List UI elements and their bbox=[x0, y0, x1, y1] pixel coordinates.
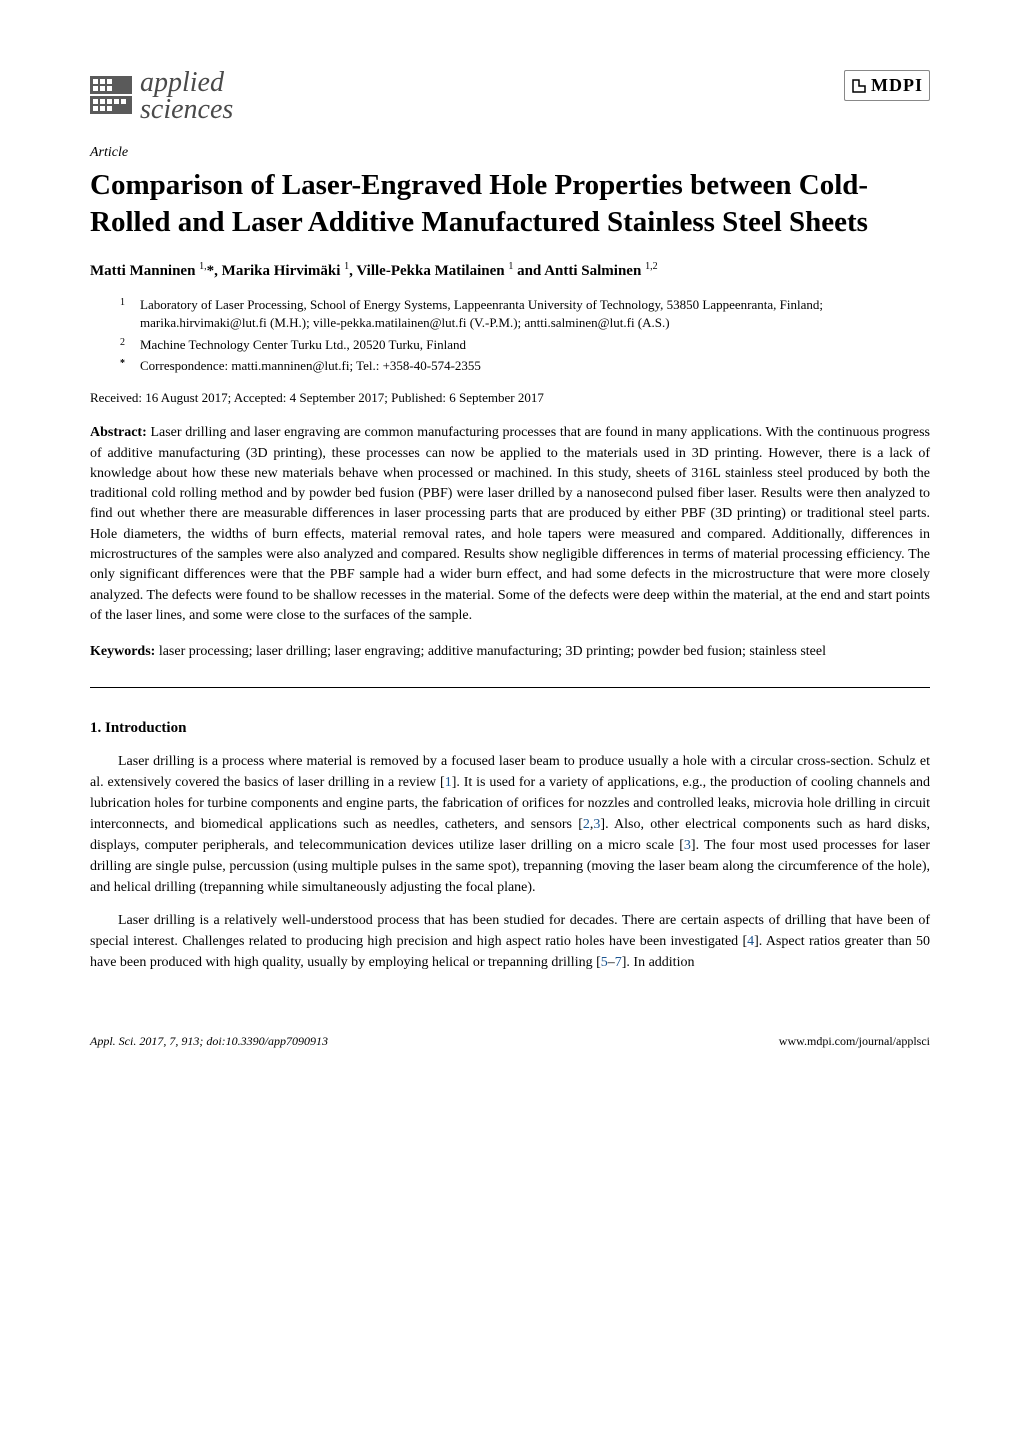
affil-num: 1 bbox=[120, 297, 125, 308]
affiliation-row: * Correspondence: matti.manninen@lut.fi;… bbox=[120, 357, 930, 375]
abstract-text: Laser drilling and laser engraving are c… bbox=[90, 425, 930, 623]
separator bbox=[90, 687, 930, 688]
keywords-text: laser processing; laser drilling; laser … bbox=[155, 644, 826, 659]
publisher-name: MDPI bbox=[871, 73, 923, 98]
keywords: Keywords: laser processing; laser drilli… bbox=[90, 642, 930, 662]
affil-num: * bbox=[120, 358, 125, 369]
publication-dates: Received: 16 August 2017; Accepted: 4 Se… bbox=[90, 389, 930, 407]
authors: Matti Manninen 1,*, Marika Hirvimäki 1, … bbox=[90, 260, 930, 282]
affil-text: Correspondence: matti.manninen@lut.fi; T… bbox=[140, 357, 930, 375]
abstract: Abstract: Laser drilling and laser engra… bbox=[90, 423, 930, 626]
article-type: Article bbox=[90, 143, 930, 163]
affil-num: 2 bbox=[120, 337, 125, 348]
journal-name-line1: applied bbox=[140, 70, 233, 97]
mdpi-icon bbox=[851, 78, 867, 94]
reference-link[interactable]: 5 bbox=[601, 955, 608, 970]
publisher-logo: MDPI bbox=[844, 70, 930, 101]
header-row: applied sciences MDPI bbox=[90, 70, 930, 123]
affiliation-row: 1 Laboratory of Laser Processing, School… bbox=[120, 296, 930, 332]
journal-name-line2: sciences bbox=[140, 97, 233, 124]
journal-logo: applied sciences bbox=[90, 70, 233, 123]
reference-link[interactable]: 2 bbox=[583, 817, 590, 832]
affiliation-row: 2 Machine Technology Center Turku Ltd., … bbox=[120, 336, 930, 354]
reference-link[interactable]: 7 bbox=[615, 955, 622, 970]
reference-link[interactable]: 4 bbox=[747, 934, 754, 949]
keywords-label: Keywords: bbox=[90, 644, 155, 659]
affiliations: 1 Laboratory of Laser Processing, School… bbox=[120, 296, 930, 375]
journal-logo-icon bbox=[90, 76, 132, 118]
footer: Appl. Sci. 2017, 7, 913; doi:10.3390/app… bbox=[90, 1033, 930, 1050]
body-paragraph: Laser drilling is a process where materi… bbox=[90, 751, 930, 898]
body-paragraph: Laser drilling is a relatively well-unde… bbox=[90, 910, 930, 973]
footer-url: www.mdpi.com/journal/applsci bbox=[779, 1033, 930, 1050]
affil-text: Laboratory of Laser Processing, School o… bbox=[140, 296, 930, 332]
reference-link[interactable]: 3 bbox=[684, 838, 691, 853]
article-title: Comparison of Laser-Engraved Hole Proper… bbox=[90, 167, 930, 242]
abstract-label: Abstract: bbox=[90, 425, 147, 440]
section-heading: 1. Introduction bbox=[90, 718, 930, 739]
reference-link[interactable]: 3 bbox=[593, 817, 600, 832]
journal-name: applied sciences bbox=[140, 70, 233, 123]
affil-text: Machine Technology Center Turku Ltd., 20… bbox=[140, 336, 930, 354]
footer-citation: Appl. Sci. 2017, 7, 913; doi:10.3390/app… bbox=[90, 1033, 328, 1050]
reference-link[interactable]: 1 bbox=[445, 775, 452, 790]
